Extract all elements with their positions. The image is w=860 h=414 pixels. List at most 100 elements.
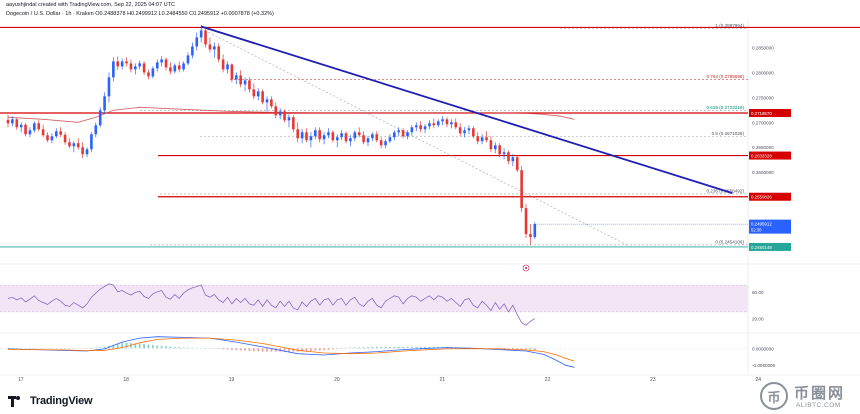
- macd-histogram-bar: [130, 343, 132, 349]
- macd-histogram-bar: [432, 346, 435, 349]
- candle-body: [129, 63, 133, 70]
- macd-histogram-bar: [314, 348, 317, 351]
- watermark: 币 币圈网 ALIBTC.COM: [756, 380, 860, 414]
- candle-body: [112, 61, 115, 78]
- macd-histogram-bar: [349, 347, 352, 349]
- rsi-line: [7, 283, 535, 326]
- macd-histogram-bar: [156, 345, 159, 349]
- symbol-line: Dogecoin / U.S. Dollar · 1h · Kraken O0.…: [6, 11, 274, 17]
- macd-histogram-bar: [112, 344, 115, 349]
- candle-body: [125, 61, 128, 64]
- macd-histogram-bar: [516, 348, 519, 350]
- candle-body: [388, 137, 392, 142]
- candle-body: [410, 127, 414, 133]
- macd-histogram-bar: [402, 346, 404, 349]
- candle-body: [450, 122, 453, 125]
- macd-histogram-bar: [173, 346, 176, 349]
- time-tick-label: 24: [756, 377, 762, 383]
- candle-body: [204, 30, 207, 45]
- candle-body: [296, 129, 300, 139]
- key-level-tag-label: 0.2550826: [751, 195, 772, 200]
- macd-tick-label: 0.0000000: [752, 346, 774, 351]
- rsi-tick-label: 60.00: [752, 290, 764, 295]
- candle-body: [529, 234, 532, 238]
- macd-tick-label: -0.0050000: [752, 363, 776, 368]
- macd-signal-line: [7, 337, 575, 362]
- candle-body: [309, 136, 313, 141]
- macd-histogram-bar: [230, 348, 233, 350]
- candle-body: [454, 122, 458, 128]
- candle-body: [493, 145, 497, 150]
- candle-body: [134, 66, 137, 70]
- candle-body: [502, 152, 506, 155]
- candle-body: [353, 132, 357, 139]
- macd-histogram-bar: [248, 348, 251, 351]
- fib-level-label: 0 (0.2454106): [715, 239, 744, 244]
- candle-body: [314, 130, 317, 137]
- candle-body: [401, 130, 405, 137]
- candle-body: [507, 152, 510, 162]
- candle-body: [239, 75, 242, 85]
- candle-body: [90, 134, 93, 150]
- candle-body: [15, 119, 19, 128]
- candle-body: [11, 119, 14, 124]
- macd-histogram-bar: [165, 346, 167, 349]
- candle-body: [81, 147, 84, 155]
- candle-body: [24, 124, 27, 135]
- macd-histogram-bar: [358, 347, 361, 349]
- macd-histogram-bar: [121, 342, 124, 349]
- candle-body: [393, 132, 396, 138]
- time-tick-label: 18: [123, 377, 129, 383]
- candle-body: [46, 135, 49, 141]
- candle-body: [270, 99, 273, 107]
- moving-average-line: [7, 106, 575, 123]
- macd-histogram-bar: [380, 346, 383, 349]
- macd-histogram-bar: [375, 346, 378, 349]
- macd-histogram-bar: [270, 348, 273, 352]
- candle-body: [6, 119, 10, 124]
- candle-body: [287, 117, 291, 121]
- current-price-label: 0.2495912: [751, 222, 772, 227]
- candle-body: [349, 138, 352, 142]
- macd-histogram-bar: [257, 348, 260, 352]
- macd-histogram-bar: [384, 346, 387, 349]
- key-level-tag: [749, 109, 791, 118]
- candle-body: [59, 131, 62, 135]
- macd-histogram-bar: [266, 348, 268, 352]
- candle-body: [41, 129, 45, 136]
- candle-body: [265, 99, 269, 103]
- candle-body: [151, 68, 155, 77]
- macd-histogram-bar: [138, 343, 141, 349]
- candle-body: [331, 132, 335, 141]
- candle-body: [397, 130, 401, 133]
- candle-body: [54, 131, 58, 137]
- macd-histogram-bar: [169, 346, 172, 349]
- candle-body: [441, 119, 444, 122]
- candle-body: [213, 46, 216, 50]
- tradingview-logo-icon: [8, 395, 26, 407]
- candle-body: [292, 117, 295, 130]
- key-level-tag-label: 0.2718570: [751, 111, 772, 116]
- candle-body: [155, 62, 159, 69]
- candle-body: [432, 123, 436, 126]
- macd-histogram-bar: [410, 346, 413, 349]
- fib-level-label: 0.5 (0.2671025): [712, 131, 745, 136]
- candle-body: [160, 59, 163, 63]
- candle-body: [107, 77, 111, 97]
- candle-body: [379, 140, 383, 146]
- macd-histogram-bar: [393, 346, 396, 349]
- macd-histogram-bar: [305, 348, 308, 352]
- candle-body: [524, 208, 528, 235]
- candle-body: [384, 141, 387, 146]
- macd-histogram-bar: [222, 348, 225, 350]
- macd-histogram-bar: [235, 348, 238, 351]
- candle-body: [147, 72, 150, 77]
- candle-body: [208, 44, 212, 50]
- candle-body: [164, 59, 168, 68]
- candle-body: [68, 142, 71, 147]
- macd-histogram-bar: [99, 347, 102, 349]
- tradingview-logo[interactable]: TradingView: [8, 393, 93, 409]
- fib-level-label: 0.618 (0.2723218): [706, 105, 744, 110]
- watermark-logo-icon: 币: [760, 382, 788, 410]
